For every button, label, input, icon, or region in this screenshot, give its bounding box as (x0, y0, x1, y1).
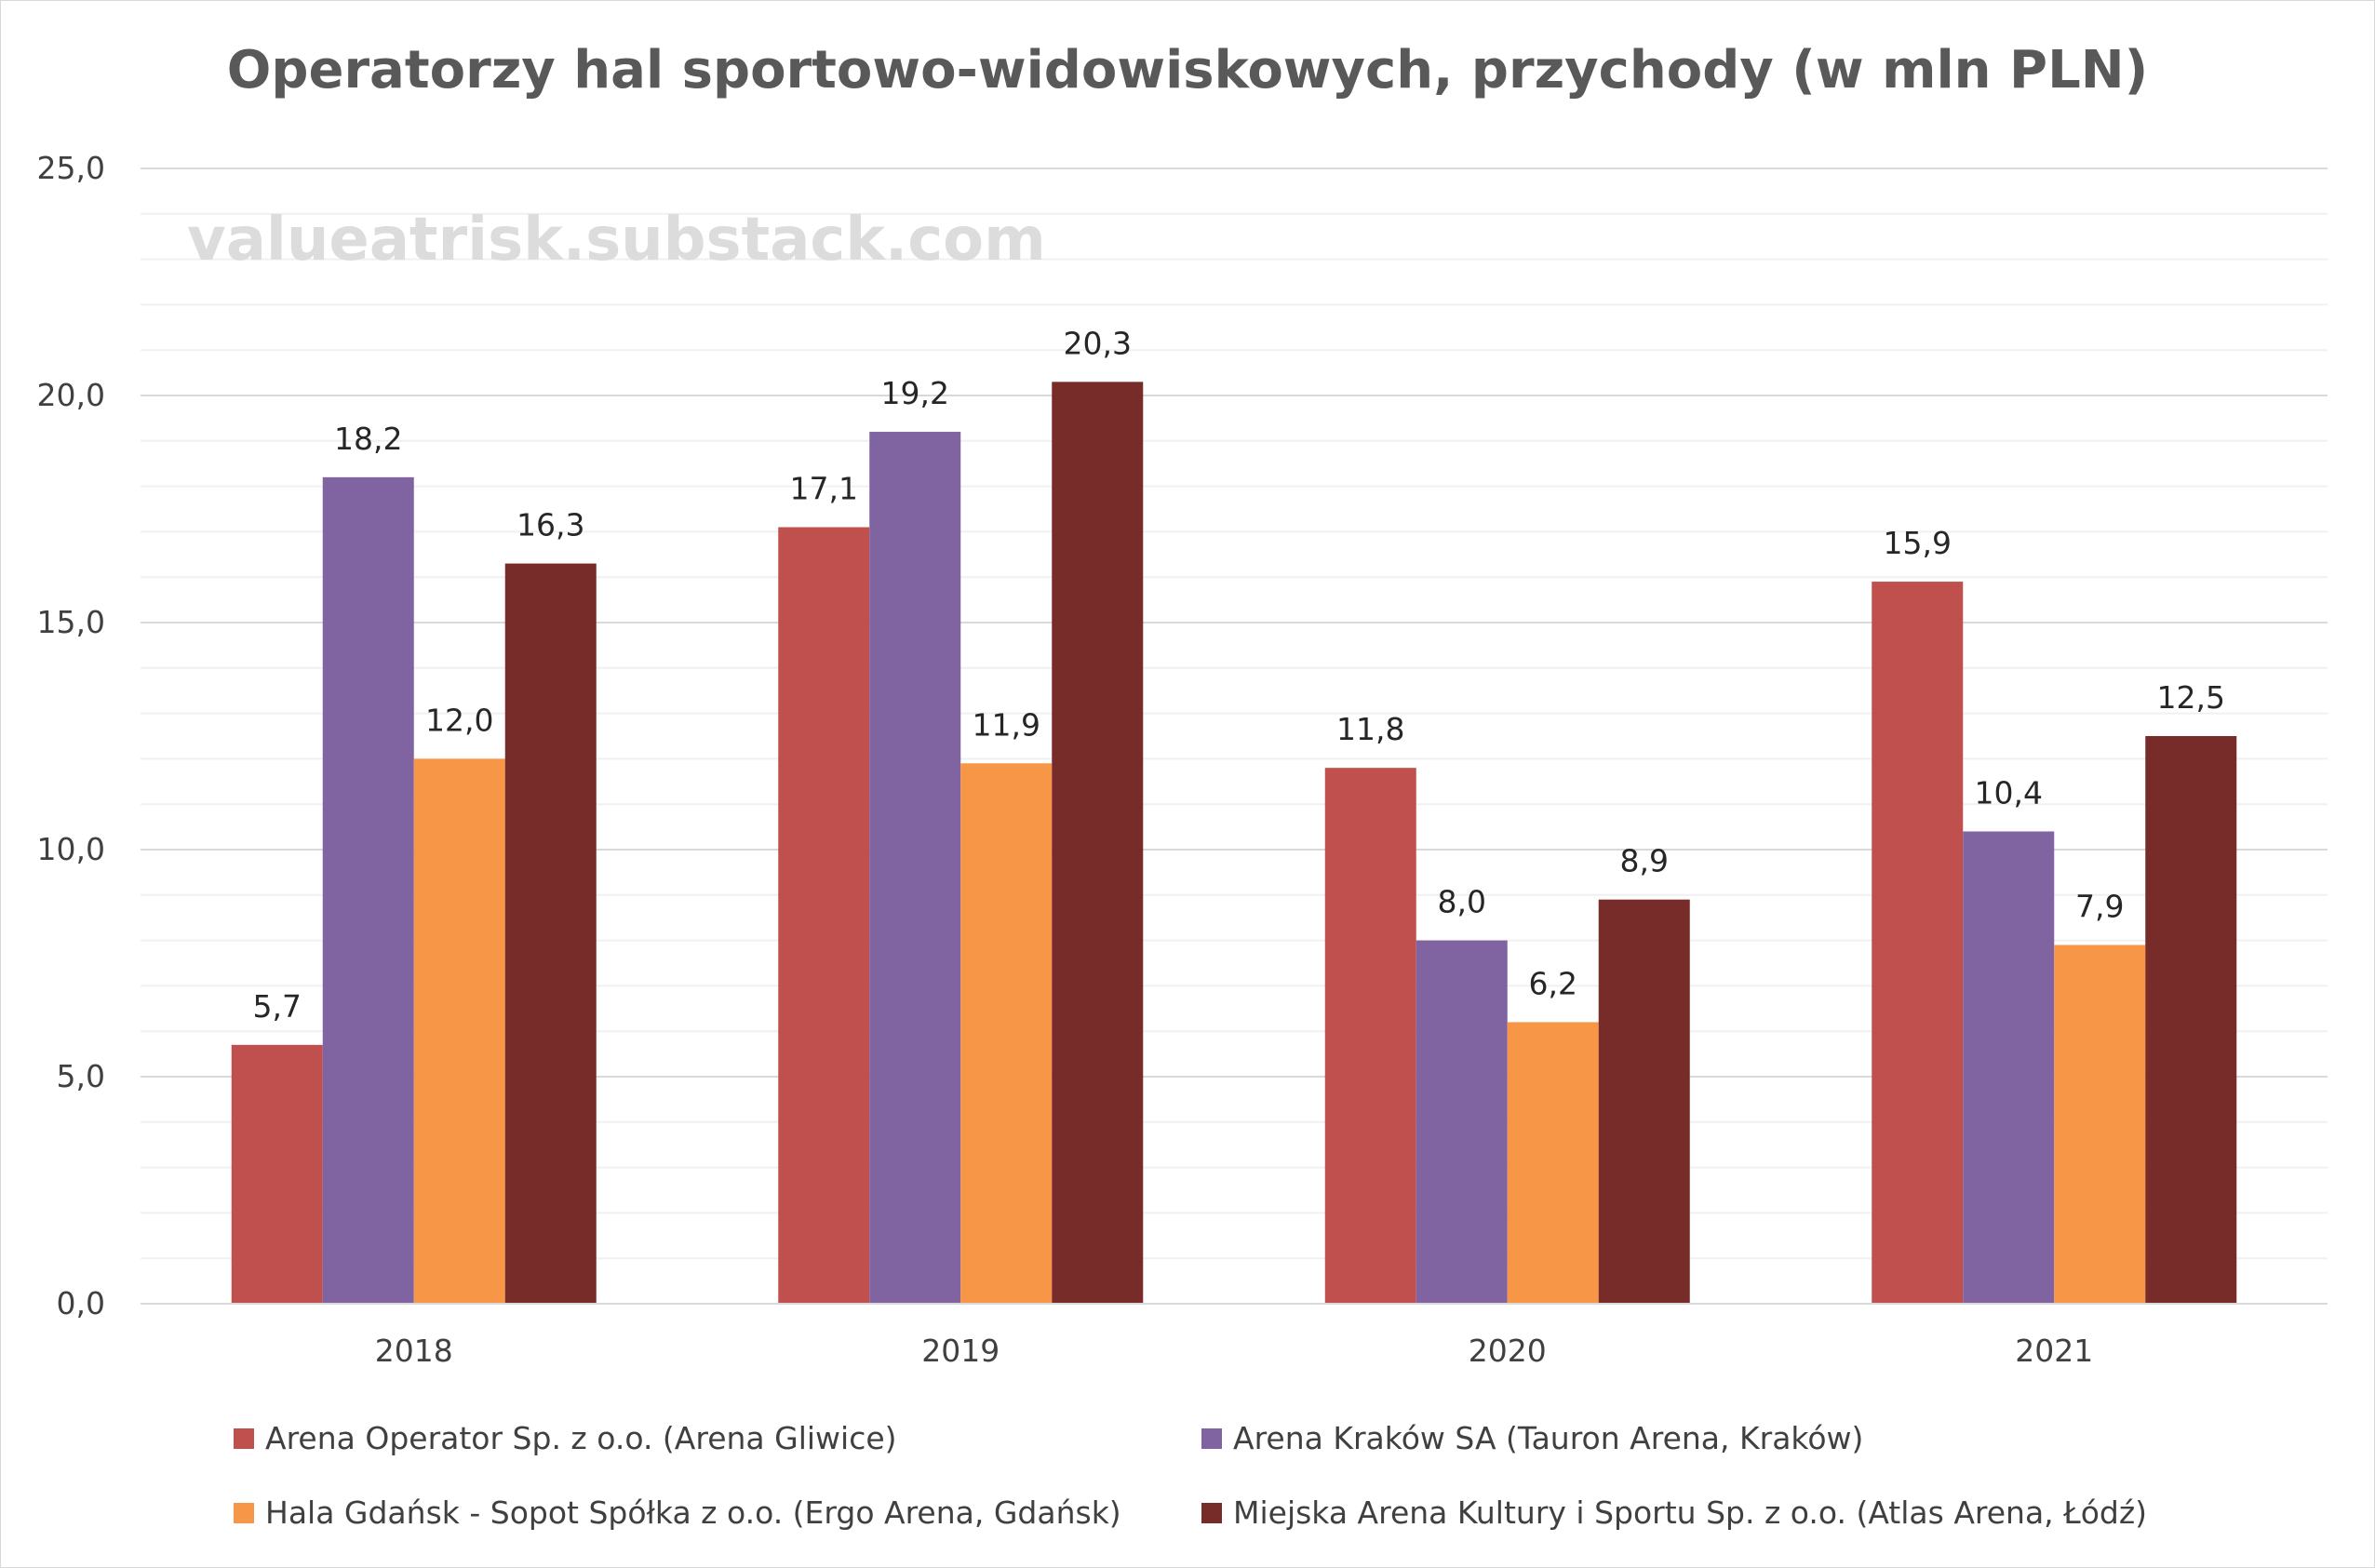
watermark: valueatrisk.substack.com (187, 206, 1046, 275)
y-tick-label: 0,0 (57, 1285, 105, 1321)
bar (1507, 1022, 1599, 1304)
data-label: 8,0 (1438, 884, 1486, 920)
bar (1963, 831, 2055, 1304)
data-label: 12,0 (425, 702, 493, 738)
bar (778, 527, 870, 1304)
bar (2054, 945, 2146, 1304)
bar (2145, 736, 2237, 1304)
bar (413, 758, 505, 1304)
chart-title: Operatorzy hal sportowo-widowiskowych, p… (226, 40, 2149, 101)
data-label: 7,9 (2075, 888, 2124, 924)
x-tick-label: 2020 (1469, 1333, 1547, 1369)
data-label: 17,1 (790, 471, 858, 507)
x-tick-label: 2018 (375, 1333, 453, 1369)
data-label: 20,3 (1064, 325, 1132, 361)
data-label: 11,8 (1336, 711, 1404, 747)
data-label: 6,2 (1529, 965, 1577, 1001)
data-label: 18,2 (334, 421, 402, 457)
data-label: 12,5 (2157, 679, 2225, 716)
x-tick-label: 2019 (921, 1333, 1000, 1369)
bar (231, 1044, 323, 1304)
y-tick-label: 15,0 (37, 604, 105, 640)
data-label: 16,3 (517, 507, 584, 543)
data-label: 5,7 (253, 988, 302, 1025)
data-label: 15,9 (1884, 525, 1952, 561)
y-tick-label: 10,0 (37, 831, 105, 867)
y-tick-label: 20,0 (37, 377, 105, 413)
bar (960, 763, 1053, 1304)
bar (1416, 940, 1508, 1304)
data-label: 11,9 (973, 706, 1040, 743)
bar (504, 563, 597, 1304)
data-label: 10,4 (1975, 774, 2043, 811)
bar (869, 432, 961, 1304)
bar (1598, 899, 1690, 1304)
data-label: 19,2 (881, 375, 949, 411)
bar (1052, 382, 1144, 1304)
bar (322, 476, 414, 1304)
y-tick-label: 25,0 (37, 150, 105, 186)
bar (1872, 582, 1964, 1304)
bar (1324, 768, 1416, 1304)
x-tick-label: 2021 (2015, 1333, 2093, 1369)
data-label: 8,9 (1620, 843, 1669, 879)
y-tick-label: 5,0 (57, 1058, 105, 1094)
